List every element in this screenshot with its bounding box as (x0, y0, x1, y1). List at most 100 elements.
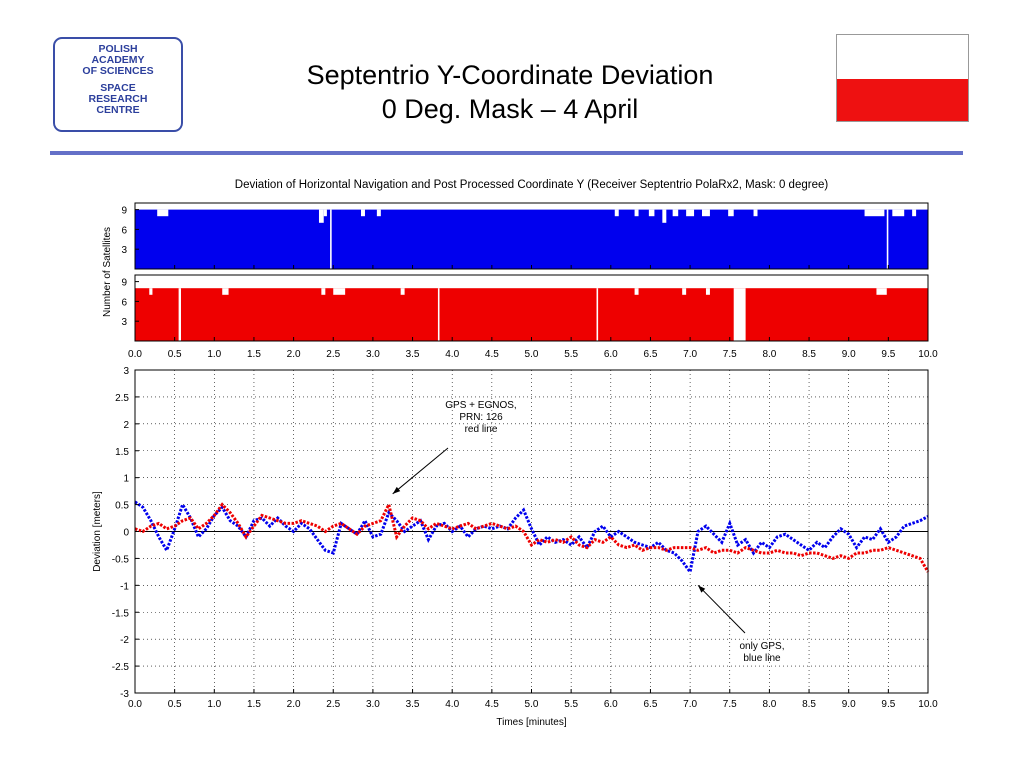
sat-area-1 (135, 209, 928, 269)
sat-dip (886, 209, 889, 269)
sat-dip (728, 209, 734, 217)
sat-dip (682, 288, 687, 295)
annotation-arrow-1 (392, 447, 449, 495)
sat-dip (686, 209, 695, 217)
sat-ytick-label: 9 (121, 278, 127, 289)
dev-ytick-label: 1.5 (115, 447, 129, 458)
dev-xtick-label: 8.0 (762, 699, 776, 710)
sat-xtick-label: 8.0 (762, 349, 776, 360)
sat-dip (701, 209, 710, 217)
sat-ytick-label: 3 (121, 245, 127, 256)
dev-xtick-label: 6.0 (604, 699, 618, 710)
dev-ytick-label: -1.5 (112, 608, 130, 619)
sat-dip (912, 209, 917, 217)
deviation-figure: Deviation of Horizontal Navigation and P… (92, 179, 938, 728)
sat-dip (648, 209, 655, 217)
sat-xtick-label: 3.5 (406, 349, 420, 360)
sat-xtick-label: 7.0 (683, 349, 697, 360)
sat-dip (222, 288, 229, 295)
sat-xtick-label: 6.5 (643, 349, 657, 360)
dev-xtick-label: 2.5 (326, 699, 340, 710)
dev-xtick-label: 1.5 (247, 699, 261, 710)
dev-xlabel: Times [minutes] (496, 717, 566, 728)
logo-line: CENTRE (96, 104, 140, 116)
sat-dip (892, 209, 905, 217)
dev-xtick-label: 6.5 (643, 699, 657, 710)
dev-xtick-label: 5.0 (525, 699, 539, 710)
sat-dip (753, 209, 758, 217)
dev-ytick-label: -3 (120, 689, 129, 700)
dev-ytick-label: -1 (120, 581, 129, 592)
title-divider (50, 151, 963, 155)
dev-xtick-label: 2.0 (287, 699, 301, 710)
slide-title-line1: Septentrio Y-Coordinate Deviation (306, 60, 714, 90)
dev-ytick-label: -2 (120, 635, 129, 646)
sat-dip (876, 288, 887, 295)
dev-xtick-label: 7.5 (723, 699, 737, 710)
dev-xtick-label: 1.0 (207, 699, 221, 710)
sat-area-2 (135, 288, 928, 341)
flag-red-stripe (837, 79, 968, 121)
sat-dip (157, 209, 169, 217)
dev-xtick-label: 4.5 (485, 699, 499, 710)
sat-xtick-label: 0.0 (128, 349, 142, 360)
series-line-2 (134, 500, 930, 573)
sat-dip (149, 288, 153, 295)
sat-dip (662, 209, 667, 223)
dev-xtick-label: 9.0 (842, 699, 856, 710)
sat-dip (321, 288, 326, 295)
annotation-arrowhead-2 (698, 585, 706, 593)
series-line-1 (134, 500, 929, 576)
dev-xtick-label: 3.0 (366, 699, 380, 710)
sat-xtick-label: 7.5 (723, 349, 737, 360)
flag-white-stripe (837, 35, 968, 79)
dev-ytick-label: 3 (123, 366, 129, 377)
sat-xtick-label: 5.5 (564, 349, 578, 360)
sat-xtick-label: 0.5 (168, 349, 182, 360)
sat-xtick-label: 5.0 (525, 349, 539, 360)
dev-xtick-label: 3.5 (406, 699, 420, 710)
sat-xtick-label: 4.0 (445, 349, 459, 360)
sat-dip (614, 209, 619, 217)
dev-xtick-label: 10.0 (918, 699, 938, 710)
sat-xtick-label: 9.0 (842, 349, 856, 360)
annotation-arrow-2 (697, 584, 746, 634)
dev-ytick-label: -2.5 (112, 662, 130, 673)
dev-ytick-label: 2.5 (115, 393, 129, 404)
sat-dip (705, 288, 710, 295)
sat-dip (330, 209, 332, 269)
sat-ylabel: Number of Satellites (102, 227, 113, 317)
sat-dip (333, 288, 346, 295)
sat-xtick-label: 9.5 (881, 349, 895, 360)
sat-dip (178, 288, 181, 341)
slide-title-line2: 0 Deg. Mask – 4 April (381, 94, 639, 124)
annotation-text-1: GPS + EGNOS, (445, 400, 516, 411)
sat-dip (864, 209, 885, 217)
dev-xtick-label: 5.5 (564, 699, 578, 710)
sat-xtick-label: 10.0 (918, 349, 938, 360)
sat-xtick-label: 2.0 (287, 349, 301, 360)
sat-xtick-label: 1.0 (207, 349, 221, 360)
logo: POLISH ACADEMY OF SCIENCES SPACE RESEARC… (53, 37, 183, 132)
dev-xtick-label: 9.5 (881, 699, 895, 710)
sat-dip (733, 288, 746, 341)
logo-line: OF SCIENCES (82, 65, 154, 77)
sat-dip (672, 209, 679, 217)
sat-xtick-label: 6.0 (604, 349, 618, 360)
annotation-text-1: PRN: 126 (459, 412, 503, 423)
sat-dip (361, 209, 365, 217)
dev-ytick-label: 1 (123, 474, 129, 485)
sat-ytick-label: 6 (121, 297, 127, 308)
annotation-text-2: only GPS, (739, 641, 784, 652)
sat-ytick-label: 9 (121, 206, 127, 217)
sat-dip (596, 288, 599, 341)
dev-ytick-label: 0.5 (115, 501, 129, 512)
sat-xtick-label: 1.5 (247, 349, 261, 360)
slide-title: Septentrio Y-Coordinate Deviation 0 Deg.… (215, 58, 805, 126)
annotation-arrowhead-1 (392, 486, 401, 494)
sat-xtick-label: 4.5 (485, 349, 499, 360)
sat-dip (376, 209, 381, 217)
dev-xtick-label: 0.5 (168, 699, 182, 710)
sat-xtick-label: 2.5 (326, 349, 340, 360)
annotation-text-1: red line (465, 424, 498, 435)
